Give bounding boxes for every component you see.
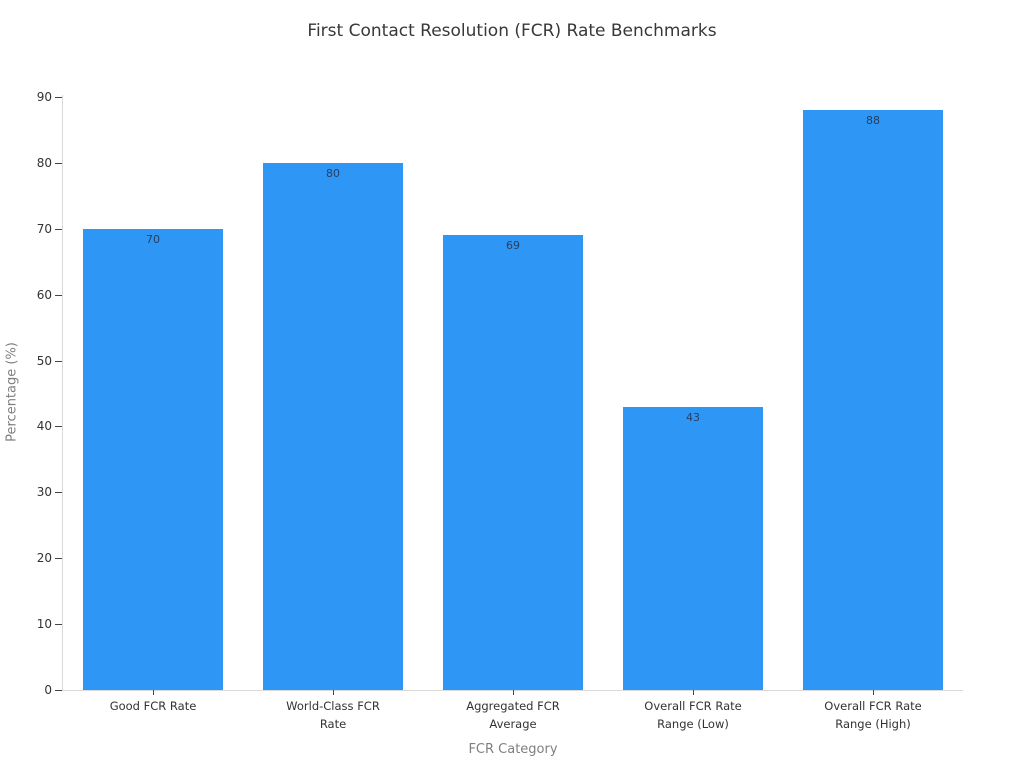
x-tick-mark xyxy=(333,690,334,695)
bar-value-label: 43 xyxy=(686,410,700,424)
y-axis-line xyxy=(62,95,63,690)
x-tick-label-line: Aggregated FCR xyxy=(466,699,560,713)
x-tick-mark xyxy=(873,690,874,695)
y-tick-mark xyxy=(55,228,62,230)
y-tick-label: 10 xyxy=(36,617,52,632)
x-tick-label: Overall FCR Rate Range (Low) xyxy=(603,697,783,733)
x-tick-label: Good FCR Rate xyxy=(63,697,243,715)
x-axis-line xyxy=(62,690,963,691)
x-tick-label-line: Average xyxy=(489,717,537,731)
bar-good-fcr-rate[interactable]: 70 xyxy=(83,228,223,690)
y-tick-label: 20 xyxy=(36,551,52,566)
x-axis-title: FCR Category xyxy=(468,742,558,757)
x-tick-label-line: Range (High) xyxy=(835,717,911,731)
bar-value-label: 80 xyxy=(326,166,340,180)
x-tick-label-line: Range (Low) xyxy=(657,717,729,731)
y-tick-mark xyxy=(55,492,62,494)
y-tick-mark xyxy=(55,96,62,98)
x-tick-label-line: Overall FCR Rate xyxy=(824,699,922,713)
y-tick-label: 90 xyxy=(36,89,52,104)
bar-overall-fcr-rate-range-low[interactable]: 43 xyxy=(623,406,763,690)
x-tick-label: Aggregated FCR Average xyxy=(423,697,603,733)
x-tick-label-line: Overall FCR Rate xyxy=(644,699,742,713)
bar-value-label: 69 xyxy=(506,239,520,253)
x-tick-mark xyxy=(513,690,514,695)
x-tick-label: Overall FCR Rate Range (High) xyxy=(783,697,963,733)
y-tick-label: 30 xyxy=(36,485,52,500)
x-tick-mark xyxy=(693,690,694,695)
x-tick-mark xyxy=(153,690,154,695)
x-tick-label-line: Rate xyxy=(319,717,347,731)
y-tick-mark xyxy=(55,162,62,164)
y-tick-mark xyxy=(55,294,62,296)
bar-value-label: 88 xyxy=(866,114,880,128)
bar-world-class-fcr-rate[interactable]: 80 xyxy=(263,162,403,690)
y-tick-label: 60 xyxy=(36,287,52,302)
bar-aggregated-fcr-average[interactable]: 69 xyxy=(443,235,583,690)
y-tick-label: 40 xyxy=(36,419,52,434)
y-tick-mark xyxy=(55,360,62,362)
y-tick-label: 80 xyxy=(36,155,52,170)
y-tick-label: 50 xyxy=(36,353,52,368)
bar-overall-fcr-rate-range-high[interactable]: 88 xyxy=(803,110,943,690)
y-tick-mark xyxy=(55,624,62,626)
x-tick-label-line: Good FCR Rate xyxy=(109,699,197,713)
y-tick-label: 0 xyxy=(44,683,52,697)
y-tick-mark xyxy=(55,558,62,560)
bar-value-label: 70 xyxy=(146,232,160,246)
y-tick-mark xyxy=(55,426,62,428)
y-tick-label: 70 xyxy=(36,221,52,236)
chart-title: First Contact Resolution (FCR) Rate Benc… xyxy=(307,21,717,41)
y-tick-mark xyxy=(55,690,62,691)
x-tick-label: World-Class FCR Rate xyxy=(243,697,423,733)
x-tick-label-line: World-Class FCR xyxy=(286,699,380,713)
